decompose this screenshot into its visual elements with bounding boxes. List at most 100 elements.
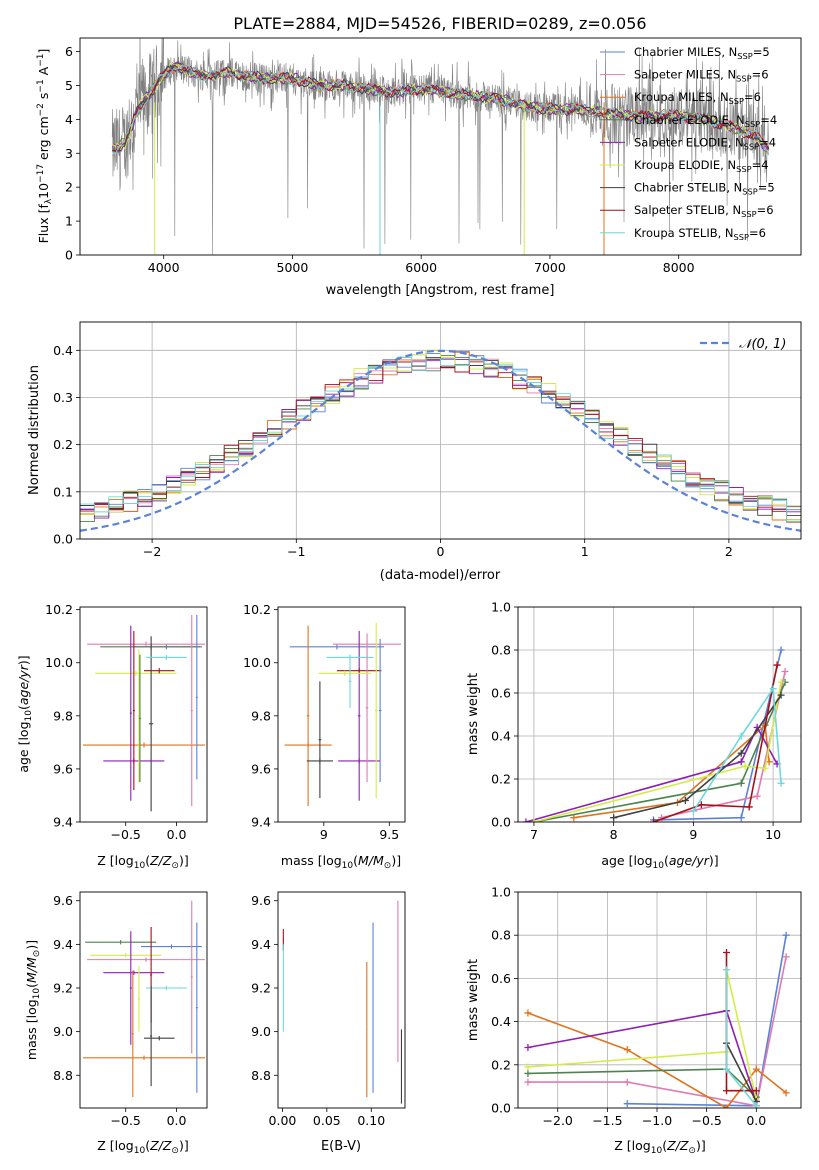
legend-label-salpeter_miles-part: Salpeter MILES, N <box>634 68 736 82</box>
agemass-xlabel-part: )] <box>391 853 401 868</box>
massweight_vs_Z-xtick-label: −1.5 <box>592 1113 622 1128</box>
residuals-xtick-label: 1 <box>581 544 589 559</box>
residuals-xtick-label: −2 <box>143 544 161 559</box>
spectrum-xtick-label: 5000 <box>277 260 309 275</box>
mass_vs_Z-plot-area <box>83 900 205 1098</box>
massz-ylabel-part: )] <box>24 940 39 950</box>
mass_vs_Z-axes: −0.5 0.08.89.09.29.49.6Z [log10(Z/Z⊙)]mas… <box>24 891 208 1156</box>
weight-marker-chabrier_stelib <box>610 814 618 822</box>
weight-marker-kroupa_elodie <box>777 678 785 686</box>
spectrum-ylabel-part: erg cm <box>36 116 51 164</box>
agez-ylabel-part: age [log <box>16 721 31 772</box>
legend-label-kroupa_miles-part: SSP <box>729 96 744 106</box>
weight-marker-kroupa_miles <box>782 1089 790 1097</box>
legend-label-kroupa_miles: Kroupa MILES, NSSP=6 <box>634 90 761 106</box>
massweight_vs_age-xtick-label: 10 <box>765 827 781 842</box>
age_vs_Z-xtick-label: 0.0 <box>167 827 187 842</box>
spectrum-xtick-label: 4000 <box>148 260 180 275</box>
massz-xlabel-part: ( <box>145 1138 150 1153</box>
mass_vs_ebv-ytick-label: 9.4 <box>251 937 271 952</box>
wz-xlabel-part: ⊙ <box>688 1146 696 1156</box>
massweight_vs_Z-frame <box>517 891 802 1109</box>
age_vs_mass-frame <box>277 606 406 823</box>
weight-line-kroupa_stelib <box>692 687 782 812</box>
legend-label-kroupa_stelib-part: SSP <box>734 232 749 242</box>
weight-marker-kroupa_miles <box>752 1065 760 1073</box>
weight-marker-salpeter_stelib <box>697 801 705 809</box>
legend-label-salpeter_miles-part: =6 <box>752 68 769 82</box>
wage-xlabel-part: )] <box>709 853 719 868</box>
massweight_vs_age-frame <box>517 606 802 823</box>
weight-marker-kroupa_elodie <box>524 1063 532 1071</box>
age_vs_mass-plot-area <box>284 622 402 807</box>
residuals-plot-area <box>80 322 801 539</box>
massweight_vs_age-ytick-label: 0.4 <box>491 729 511 744</box>
agez-ylabel-part: age/yr <box>16 664 31 705</box>
agez-xlabel-part: Z [log <box>97 853 133 868</box>
agez-xlabel-part: Z/Z <box>149 853 172 868</box>
age_vs_mass-ytick-label: 10.0 <box>243 655 271 670</box>
age_vs_Z-ytick-label: 10.2 <box>45 602 73 617</box>
mass_vs_ebv-xtick-label: 0.10 <box>357 1113 385 1128</box>
weight-marker-salpeter_elodie <box>522 818 530 822</box>
age_vs_mass-axes: 9 9.5 9.4 9.6 9.8 10.0 10.2 mass [log10(M/M⊙)] <box>243 602 406 871</box>
weight-marker-salpeter_stelib <box>773 661 781 669</box>
residuals-ytick-label: 0.0 <box>53 532 73 547</box>
weight-marker-chabrier_elodie <box>524 1069 532 1077</box>
legend-label-chabrier_stelib: Chabrier STELIB, NSSP=5 <box>634 181 775 197</box>
legend-label-salpeter_elodie-part: =4 <box>759 135 776 149</box>
residuals-ytick-label: 0.3 <box>53 390 73 405</box>
weight-marker-kroupa_stelib <box>769 685 777 693</box>
weight-marker-salpeter_stelib <box>752 1087 760 1095</box>
wage-xlabel-part: ( <box>664 853 669 868</box>
weight-marker-kroupa_elodie <box>761 764 769 772</box>
mass_vs_ebv-frame <box>277 891 406 1109</box>
spectrum-axes: 4000 5000 6000 7000 8000 0 1 2 3 4 5 6 wavelength [A… <box>36 37 802 298</box>
weight-line-salpeter_elodie <box>527 1009 758 1102</box>
spectrum-plot-area <box>111 38 770 255</box>
massweight_vs_age-xtick-label: 9 <box>689 827 697 842</box>
age_vs_Z-ytick-label: 9.4 <box>53 815 73 830</box>
spectrum-ylabel-part: −17 <box>36 164 46 183</box>
legend-label-chabrier_stelib-part: SSP <box>742 187 757 197</box>
weight-marker-salpeter_stelib <box>723 948 731 956</box>
spectrum-ylabel-part: s <box>36 93 51 104</box>
legend-label-chabrier_miles: Chabrier MILES, NSSP=5 <box>634 45 770 61</box>
residuals-ytick-label: 0.4 <box>53 343 73 358</box>
agez-xlabel-part: ⊙ <box>171 861 179 871</box>
weight-marker-salpeter_miles <box>782 953 790 961</box>
weight-marker-kroupa_stelib <box>737 732 745 740</box>
weight-line-kroupa_elodie <box>527 968 758 1100</box>
weight-marker-chabrier_miles <box>737 814 745 822</box>
agemass-xlabel-part: mass [log <box>281 853 342 868</box>
agez-xlabel: Z [log10(Z/Z⊙)] <box>97 853 188 871</box>
massweight_vs_Z-xtick-label: −1.0 <box>642 1113 672 1128</box>
hist-series-kroupa_elodie <box>80 349 801 521</box>
massweight_vs_Z-xtick-label: 0.0 <box>746 1113 766 1128</box>
agemass-xlabel-part: ⊙ <box>384 861 392 871</box>
spectrum-model-kroupa_stelib <box>111 64 770 156</box>
spectrum-ytick-label: 3 <box>65 146 73 161</box>
massweight_vs_age-xtick-label: 8 <box>610 827 618 842</box>
spectrum-ylabel-part: −1 <box>36 79 46 92</box>
legend-label-chabrier_stelib-part: Chabrier STELIB, N <box>634 181 742 195</box>
wz-ylabel: mass weight <box>466 959 481 1041</box>
agemass-xlabel: mass [log10(M/M⊙)] <box>281 853 401 871</box>
massz-xlabel-part: 10 <box>134 1146 146 1156</box>
agez-ylabel-part: 10 <box>24 710 34 722</box>
massweight_vs_age-ytick-label: 0.6 <box>491 686 511 701</box>
ebv-xlabel: E(B-V) <box>321 1139 361 1154</box>
massweight_vs_Z-plot-area <box>518 892 801 1108</box>
weight-line-chabrier_stelib <box>725 1042 758 1102</box>
legend-label-chabrier_miles-part: SSP <box>737 51 752 61</box>
massweight_vs_Z-ytick-label: 0.2 <box>491 1057 511 1072</box>
weight-marker-chabrier_miles <box>782 931 790 939</box>
weight-marker-kroupa_stelib <box>723 1065 731 1073</box>
wz-xlabel-part: Z/Z <box>666 1138 689 1153</box>
residuals-frame <box>79 321 802 540</box>
spectrum-ytick-label: 6 <box>65 44 73 59</box>
weight-line-chabrier_elodie <box>527 1068 757 1098</box>
massz-xlabel: Z [log10(Z/Z⊙)] <box>97 1138 188 1156</box>
